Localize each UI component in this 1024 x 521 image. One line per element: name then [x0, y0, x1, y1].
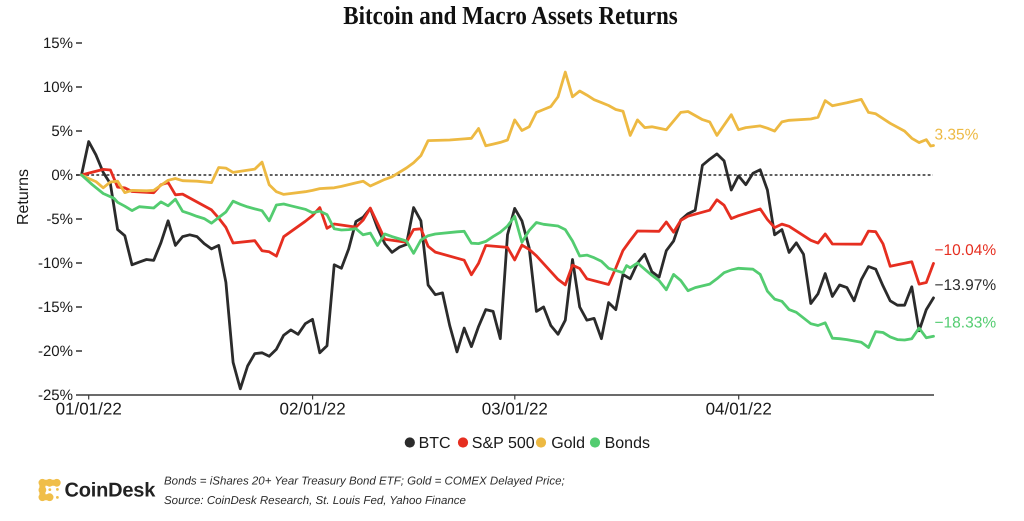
svg-text:Returns: Returns	[15, 169, 32, 225]
svg-text:-15%: -15%	[38, 299, 73, 316]
svg-text:−10.04%: −10.04%	[935, 242, 997, 259]
svg-text:BTC: BTC	[419, 435, 451, 452]
svg-text:Bitcoin and Macro Assets Retur: Bitcoin and Macro Assets Returns	[343, 1, 678, 30]
svg-text:-25%: -25%	[38, 387, 73, 404]
svg-text:01/01/22: 01/01/22	[56, 400, 122, 419]
svg-text:-5%: -5%	[46, 211, 73, 228]
svg-text:−18.33%: −18.33%	[935, 315, 997, 332]
svg-text:5%: 5%	[51, 123, 73, 140]
svg-text:S&P 500: S&P 500	[472, 435, 535, 452]
svg-text:CoinDesk: CoinDesk	[65, 479, 157, 501]
svg-text:03/01/22: 03/01/22	[482, 400, 548, 419]
svg-text:Bonds: Bonds	[605, 435, 650, 452]
svg-text:Source: CoinDesk Research, St.: Source: CoinDesk Research, St. Louis Fed…	[164, 495, 466, 507]
svg-text:15%: 15%	[43, 35, 73, 52]
svg-text:−13.97%: −13.97%	[935, 277, 997, 294]
svg-text:3.35%: 3.35%	[935, 127, 979, 144]
svg-text:10%: 10%	[43, 79, 73, 96]
svg-text:02/01/22: 02/01/22	[280, 400, 346, 419]
svg-text:0%: 0%	[51, 167, 73, 184]
svg-text:-10%: -10%	[38, 255, 73, 272]
svg-text:Gold: Gold	[551, 435, 585, 452]
svg-text:Bonds = iShares 20+ Year Treas: Bonds = iShares 20+ Year Treasury Bond E…	[164, 476, 565, 488]
svg-text:-20%: -20%	[38, 343, 73, 360]
svg-text:04/01/22: 04/01/22	[706, 400, 772, 419]
